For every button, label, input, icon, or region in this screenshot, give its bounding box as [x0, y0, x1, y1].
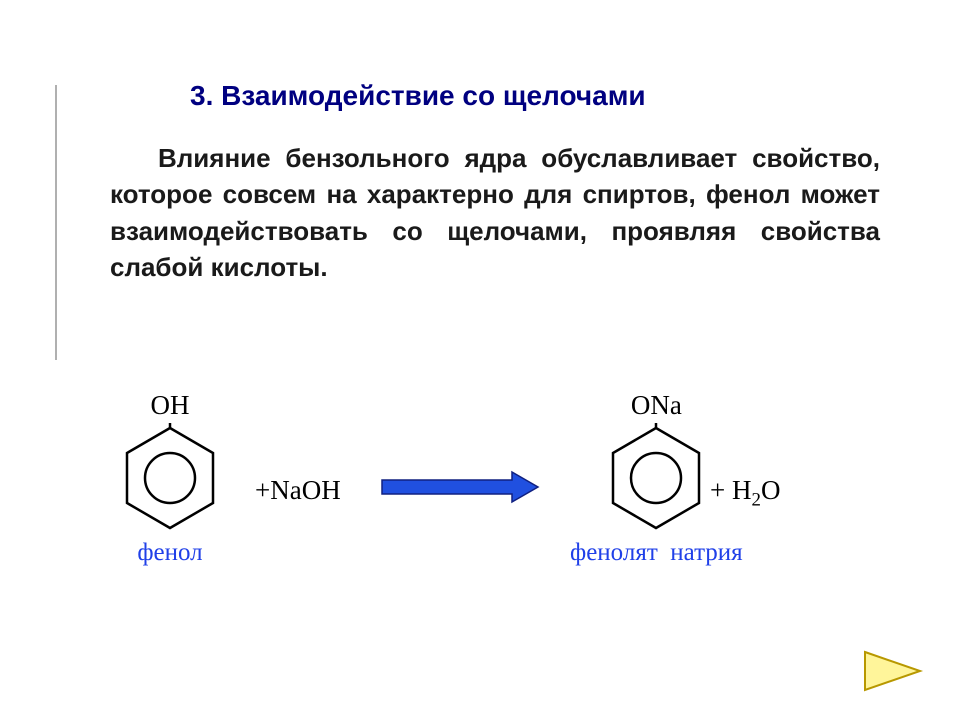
byproduct-sub: 2 — [751, 489, 760, 510]
next-button[interactable] — [860, 647, 930, 695]
body-paragraph: Влияние бензольного ядра обуславливает с… — [110, 140, 880, 286]
section-title: 3. Взаимодействие со щелочами — [190, 80, 646, 112]
reactant-phenol: OH фенол — [120, 390, 220, 567]
substituent-oh: OH — [151, 390, 190, 421]
reaction-arrow-icon — [380, 470, 540, 509]
reaction-scheme: OH фенол +NaOH ONa фенолят натрия + H2O — [80, 390, 880, 590]
byproduct-water: + H2O — [710, 475, 780, 511]
byproduct-prefix: + H — [710, 475, 751, 505]
substituent-ona: ONa — [631, 390, 682, 421]
reactant-label: фенол — [137, 539, 202, 567]
byproduct-suffix: O — [761, 475, 781, 505]
benzene-ring-icon — [120, 423, 220, 533]
accent-line — [55, 85, 57, 360]
product-label: фенолят натрия — [570, 539, 743, 567]
reagent-naoh: +NaOH — [255, 475, 341, 506]
benzene-ring-icon — [606, 423, 706, 533]
play-icon — [860, 647, 930, 695]
